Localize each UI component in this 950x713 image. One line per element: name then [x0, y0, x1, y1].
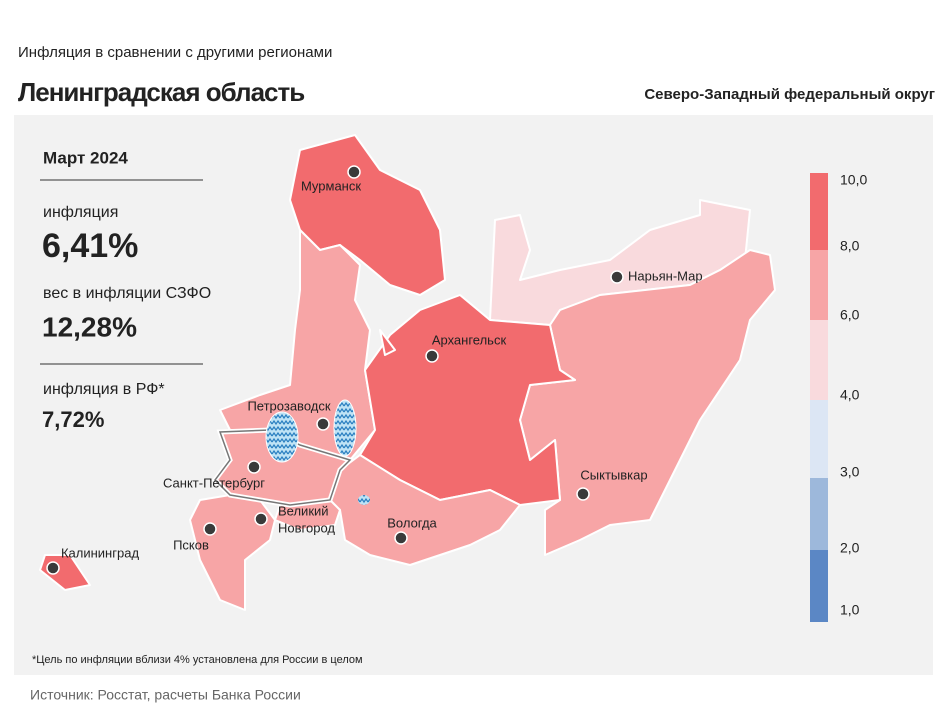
title: Ленинградская область	[18, 77, 304, 107]
city-label: Сыктывкар	[580, 467, 647, 482]
city-label: Вологда	[387, 515, 437, 530]
rf-label: инфляция в РФ*	[43, 381, 165, 398]
city-label: Мурманск	[301, 178, 361, 193]
city-dot	[394, 531, 408, 545]
city-label: Петрозаводск	[247, 398, 330, 413]
legend-tick-label: 6,0	[840, 307, 860, 323]
city-dot	[610, 270, 624, 284]
district: Северо-Западный федеральный округ	[644, 86, 935, 103]
city-label: Архангельск	[432, 332, 507, 347]
subtitle: Инфляция в сравнении с другими регионами	[18, 44, 332, 61]
legend-tick-label: 1,0	[840, 602, 860, 618]
city-dot	[254, 512, 268, 526]
city-label: Калининград	[61, 545, 139, 560]
inflation: 6,41%	[42, 227, 138, 265]
legend-tick-label: 8,0	[840, 238, 860, 254]
legend-tick-label: 3,0	[840, 464, 860, 480]
period: Март 2024	[43, 148, 128, 167]
footnote: *Цель по инфляции вблизи 4% установлена …	[32, 654, 363, 666]
city-dot	[46, 561, 60, 575]
city-label: Псков	[173, 537, 209, 552]
source: Источник: Росстат, расчеты Банка России	[30, 687, 301, 703]
legend-band	[810, 250, 828, 320]
legend-band	[810, 320, 828, 400]
rf: 7,72%	[42, 407, 104, 432]
city-label: Великий	[278, 503, 329, 518]
city-dot	[576, 487, 590, 501]
region	[379, 329, 396, 356]
legend-band	[810, 173, 828, 250]
city-label: Санкт-Петербург	[163, 475, 265, 490]
weight: 12,28%	[42, 311, 137, 342]
legend-tick-label: 4,0	[840, 387, 860, 403]
inflation-label: инфляция	[43, 204, 118, 221]
legend-band	[810, 400, 828, 478]
city-dot	[247, 460, 261, 474]
city-dot	[347, 165, 361, 179]
city-dot	[425, 349, 439, 363]
city-label: Нарьян-Мар	[628, 268, 703, 283]
lake	[333, 399, 357, 457]
city-dot	[316, 417, 330, 431]
legend-tick-label: 2,0	[840, 540, 860, 556]
lake	[358, 495, 370, 505]
city-dot	[203, 522, 217, 536]
legend-band	[810, 550, 828, 622]
city-label: Новгород	[278, 520, 335, 535]
map	[39, 134, 776, 611]
weight-label: вес в инфляции СЗФО	[43, 285, 211, 302]
legend-band	[810, 478, 828, 550]
legend-tick-label: 10,0	[840, 172, 867, 188]
lake	[265, 411, 299, 463]
